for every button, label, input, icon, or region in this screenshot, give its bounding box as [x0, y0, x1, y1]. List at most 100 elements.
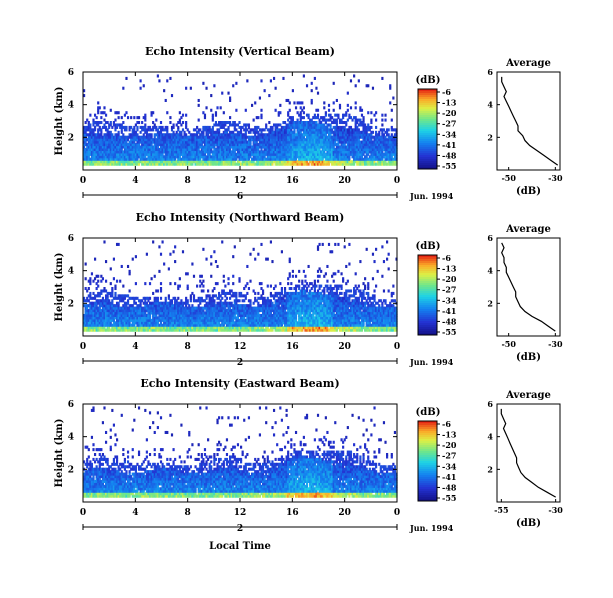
heatmap-cell: [89, 321, 92, 325]
heatmap-cell: [83, 296, 86, 300]
heatmap-cell: [218, 323, 221, 327]
heatmap-cell: [246, 160, 249, 164]
heatmap-cell: [126, 328, 130, 332]
heatmap-cell: [332, 157, 335, 161]
heatmap-cell: [103, 311, 106, 315]
heatmap-cell: [180, 157, 183, 161]
heatmap-cell: [386, 147, 389, 151]
heatmap-cell: [100, 328, 103, 332]
heatmap-cell: [208, 150, 211, 154]
heatmap-cell: [155, 162, 158, 166]
heatmap-cell: [123, 306, 126, 310]
heatmap-cell: [340, 145, 343, 149]
heatmap-cell: [136, 155, 139, 159]
heatmap-cell: [367, 111, 370, 115]
heatmap-cell: [183, 152, 186, 156]
heatmap-cell: [370, 125, 373, 129]
heatmap-cell: [282, 162, 285, 166]
heatmap-cell: [108, 140, 111, 144]
heatmap-cell: [287, 130, 290, 134]
heatmap-cell: [131, 318, 134, 322]
heatmap-cell: [241, 138, 244, 142]
heatmap-cell: [109, 155, 112, 159]
heatmap-cell: [367, 140, 370, 144]
heatmap-cell: [232, 291, 235, 295]
heatmap-cell: [191, 155, 194, 159]
heatmap-cell: [288, 128, 291, 132]
heatmap-cell: [114, 294, 117, 298]
heatmap-cell: [181, 128, 185, 132]
heatmap-cell: [181, 321, 185, 325]
heatmap-cell: [263, 155, 266, 159]
heatmap-cell: [100, 313, 103, 317]
heatmap-cell: [222, 130, 225, 134]
heatmap-cell: [309, 143, 312, 147]
heatmap-cell: [293, 140, 296, 144]
heatmap-cell: [323, 101, 326, 105]
heatmap-cell: [89, 309, 92, 313]
heatmap-cell: [172, 309, 175, 313]
heatmap-cell: [86, 306, 89, 310]
heatmap-cell: [104, 128, 108, 132]
heatmap-cell: [104, 147, 108, 151]
heatmap-cell: [152, 140, 155, 144]
heatmap-cell: [188, 130, 191, 134]
heatmap-cell: [304, 147, 307, 151]
heatmap-cell: [216, 304, 219, 308]
heatmap-cell: [92, 143, 95, 147]
heatmap-cell: [210, 311, 213, 315]
heatmap-cell: [274, 143, 277, 147]
heatmap-cell: [379, 155, 382, 159]
heatmap-cell: [340, 155, 343, 159]
heatmap-cell: [309, 128, 312, 132]
heatmap-cell: [353, 160, 356, 164]
heatmap-cell: [111, 160, 114, 164]
heatmap-cell: [346, 133, 349, 137]
x-tick-label: 4: [132, 176, 138, 186]
heatmap-cell: [137, 328, 141, 332]
heatmap-cell: [371, 155, 375, 159]
heatmap-cell: [390, 128, 393, 132]
heatmap-cell: [87, 287, 90, 291]
heatmap-cell: [235, 135, 238, 139]
heatmap-cell: [156, 326, 159, 330]
heatmap-cell: [95, 287, 98, 291]
heatmap-cell: [298, 150, 301, 154]
heatmap-cell: [334, 130, 337, 134]
heatmap-cell: [214, 133, 218, 137]
heatmap-cell: [307, 130, 310, 134]
heatmap-cell: [334, 121, 337, 125]
heatmap-cell: [299, 123, 302, 127]
profile-x-label: (dB): [516, 186, 541, 197]
profile-title: Average: [505, 58, 551, 69]
heatmap-cell: [164, 143, 167, 147]
heatmap-cell: [384, 150, 387, 154]
heatmap-cell: [126, 143, 130, 147]
heatmap-cell: [392, 150, 395, 154]
heatmap-cell: [167, 138, 170, 142]
heatmap-cell: [301, 152, 304, 156]
heatmap-cell: [89, 282, 92, 286]
heatmap-cell: [246, 264, 249, 268]
heatmap-cell: [272, 147, 276, 151]
heatmap-cell: [156, 311, 159, 315]
heatmap-cell: [327, 143, 331, 147]
heatmap-cell: [274, 130, 277, 134]
heatmap-cell: [147, 306, 150, 310]
heatmap-cell: [371, 140, 375, 144]
heatmap-cell: [340, 152, 343, 156]
heatmap-cell: [130, 296, 133, 300]
heatmap-cell: [84, 121, 87, 125]
heatmap-cell: [98, 125, 101, 129]
heatmap-cell: [266, 162, 269, 166]
heatmap-cell: [197, 150, 200, 154]
heatmap-cell: [227, 318, 230, 322]
heatmap-cell: [188, 306, 191, 310]
heatmap-cell: [381, 133, 384, 137]
heatmap-cell: [359, 150, 362, 154]
heatmap-cell: [313, 162, 316, 166]
heatmap-cell: [192, 316, 196, 320]
heatmap-cell: [285, 150, 288, 154]
heatmap-cell: [280, 152, 283, 156]
